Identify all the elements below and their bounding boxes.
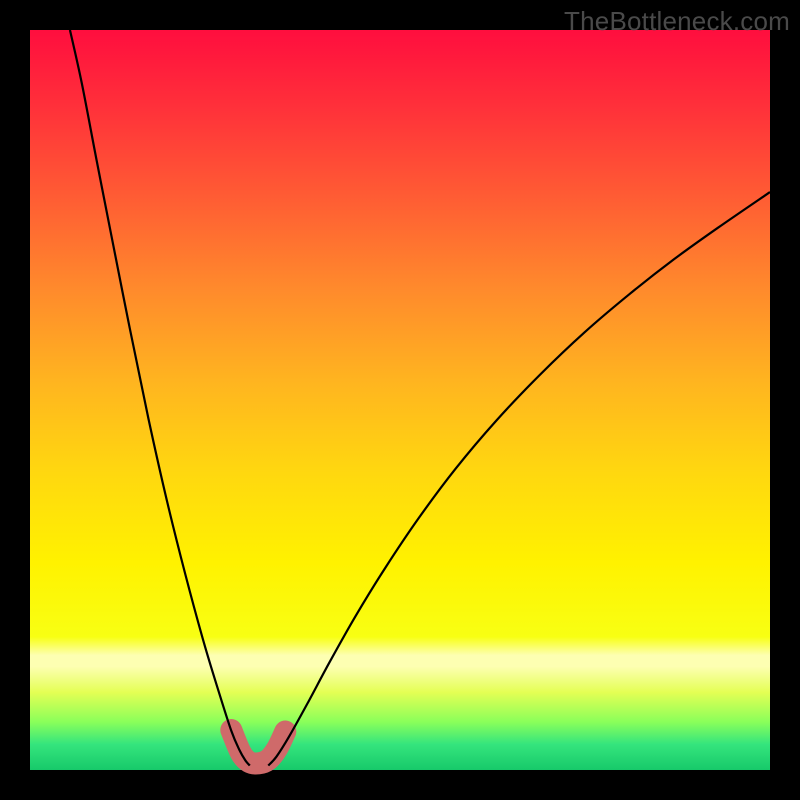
chart-frame: TheBottleneck.com bbox=[0, 0, 800, 800]
watermark-text: TheBottleneck.com bbox=[564, 6, 790, 37]
plot-area bbox=[30, 30, 770, 770]
bottleneck-chart bbox=[0, 0, 800, 800]
